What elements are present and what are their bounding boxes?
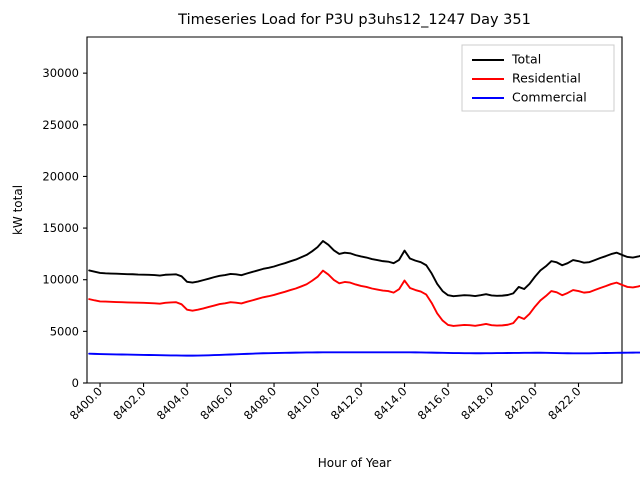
y-tick-label: 30000 [42,66,79,80]
chart-title: Timeseries Load for P3U p3uhs12_1247 Day… [177,12,531,28]
x-tick-label: 8404.0 [154,384,192,422]
y-tick-label: 20000 [42,169,79,183]
legend-label-commercial: Commercial [512,90,587,105]
y-tick-label: 0 [72,376,79,390]
x-tick-label: 8418.0 [458,384,496,422]
x-tick-label: 8416.0 [415,384,453,422]
y-tick-label: 25000 [42,118,79,132]
y-tick-label: 15000 [42,221,79,235]
x-tick-label: 8406.0 [197,384,235,422]
x-tick-label: 8414.0 [371,384,409,422]
series-line-commercial [88,351,640,357]
series-line-total [88,240,640,298]
y-tick-label: 5000 [50,324,79,338]
series-line-residential [88,269,640,327]
legend-label-total: Total [511,52,541,67]
legend-label-residential: Residential [512,71,581,86]
x-tick-label: 8420.0 [502,384,540,422]
y-tick-label: 10000 [42,273,79,287]
x-tick-label: 8402.0 [110,384,148,422]
axes-frame [86,36,623,384]
y-axis-title: kW total [11,185,25,235]
x-tick-label: 8412.0 [328,384,366,422]
x-axis-title: Hour of Year [318,456,392,470]
x-tick-label: 8410.0 [284,384,322,422]
x-tick-label: 8408.0 [241,384,279,422]
x-tick-label: 8422.0 [545,384,583,422]
